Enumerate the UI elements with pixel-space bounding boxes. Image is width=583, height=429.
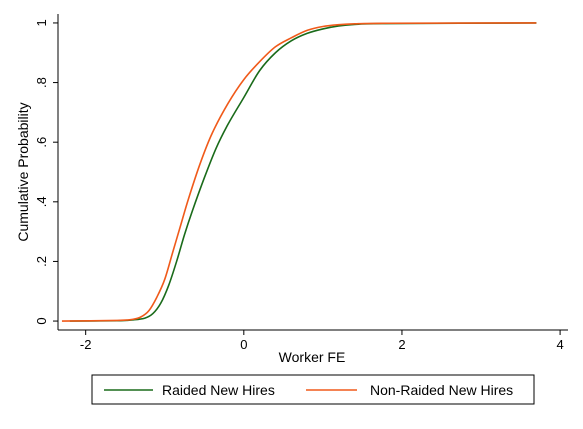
y-tick-label: .6	[34, 137, 49, 148]
legend-label-non-raided: Non-Raided New Hires	[370, 382, 513, 398]
y-ticks: 0 .2 .4 .6 .8 1	[34, 19, 58, 325]
legend-label-raided: Raided New Hires	[162, 382, 275, 398]
axes	[57, 14, 568, 331]
y-axis-label: Cumulative Probability	[15, 102, 31, 241]
y-tick-label: .8	[34, 77, 49, 88]
series-line-non-raided	[61, 22, 537, 322]
y-tick-label: 1	[34, 19, 49, 26]
x-ticks: -2 0 2 4	[80, 330, 564, 352]
series-line-raided	[69, 22, 537, 322]
series-lines	[61, 22, 537, 322]
y-tick-label: .2	[34, 256, 49, 267]
legend: Raided New Hires Non-Raided New Hires	[91, 374, 535, 405]
x-tick-label: -2	[80, 337, 92, 352]
x-tick-label: 0	[240, 337, 247, 352]
x-tick-label: 2	[398, 337, 405, 352]
x-axis-label: Worker FE	[279, 349, 346, 365]
y-tick-label: 0	[34, 317, 49, 324]
x-tick-label: 4	[556, 337, 563, 352]
y-tick-label: .4	[34, 196, 49, 207]
